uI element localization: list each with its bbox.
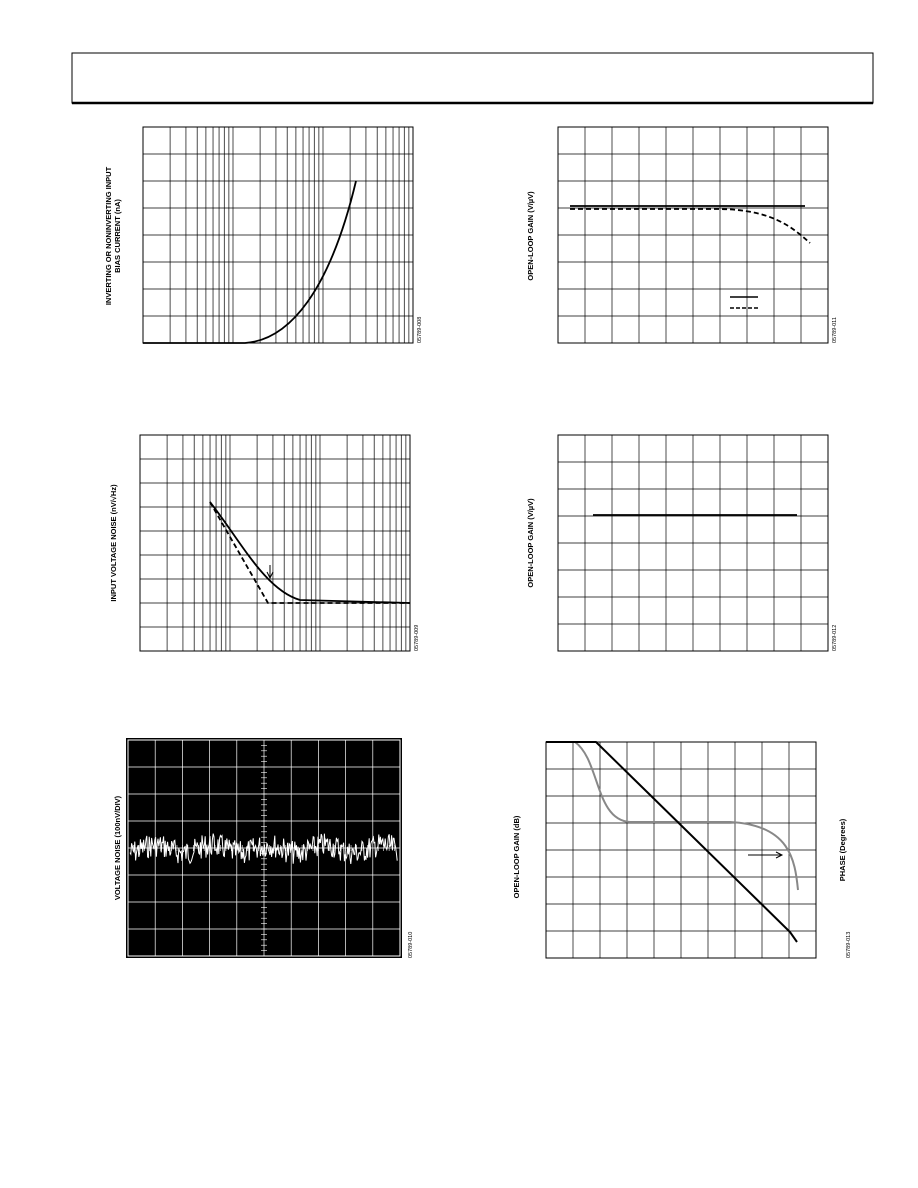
figure-code: 05789-011	[832, 317, 838, 343]
curve	[143, 180, 357, 344]
figure-code: 05789-012	[832, 625, 838, 651]
y-label: OPEN-LOOP GAIN (V/µV)	[526, 191, 535, 281]
header-box	[71, 52, 874, 104]
figure-code: 05789-008	[417, 317, 423, 343]
phase-curve	[546, 741, 799, 891]
curve	[209, 501, 410, 604]
figure-code: 05789-013	[846, 932, 852, 958]
curve	[209, 501, 411, 604]
gain-curve	[546, 741, 798, 943]
y-label: BIAS CURRENT (nA)	[113, 199, 122, 273]
grids	[126, 126, 829, 959]
curve	[570, 208, 811, 244]
y-label: VOLTAGE NOISE (100nV/DIV)	[113, 795, 122, 900]
y-label: INVERTING OR NONINVERTING INPUT	[104, 166, 113, 305]
figure-code: 05789-010	[408, 932, 414, 958]
plot-frame	[139, 434, 411, 652]
arrow	[266, 565, 274, 580]
noise-trace	[129, 833, 398, 865]
y-label: OPEN-LOOP GAIN (V/µV)	[526, 498, 535, 588]
arrow	[748, 851, 784, 859]
y-label: INPUT VOLTAGE NOISE (nV/√Hz)	[109, 484, 118, 602]
figure-code: 05789-009	[414, 625, 420, 651]
y2-label: PHASE (Degrees)	[838, 818, 847, 881]
y-label: OPEN-LOOP GAIN (dB)	[512, 815, 521, 898]
